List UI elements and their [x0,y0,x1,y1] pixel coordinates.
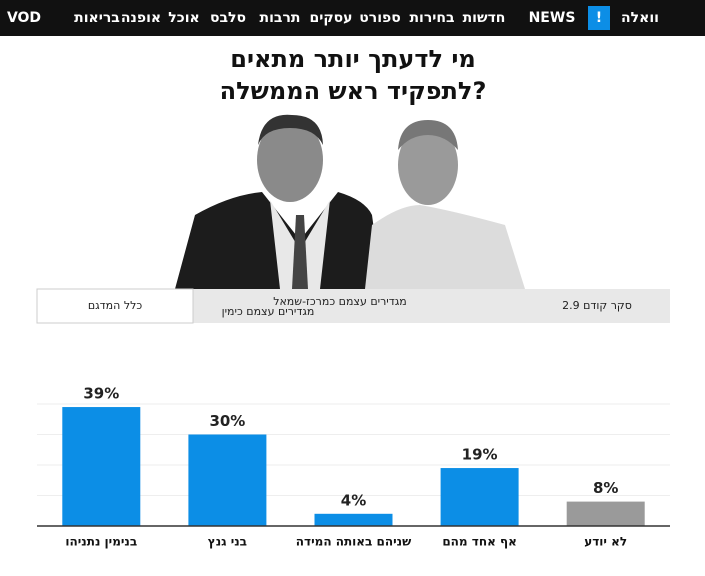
nav-item[interactable]: בחירות [409,10,454,26]
nav-items: חדשות בחירות ספורט עסקים תרבות סלבס אוכל אופנהב… [7,10,505,26]
value-label: 8% [593,479,618,497]
nav-item[interactable]: חדשות [463,10,506,26]
bar [566,501,645,526]
nav-item[interactable]: אוכל [168,10,199,26]
value-label: 19% [462,446,498,464]
value-label: 30% [209,412,245,430]
logo-box [588,6,610,30]
nav-item[interactable]: VOD [7,10,41,26]
x-tick-label: לא יודע [584,535,627,549]
nav-item[interactable]: ספורט [359,10,400,26]
nav-item[interactable]: תרבות [260,10,301,26]
nav-item[interactable]: אופנה [121,10,161,26]
tab-active[interactable] [36,288,194,324]
nav-item[interactable]: סלבס [210,10,246,26]
nav-bar [0,0,705,36]
logo-mark: ! [596,10,602,26]
nav-item[interactable]: בריאות [74,10,120,26]
tab[interactable]: כלל המדגם [88,299,142,312]
photo [175,114,525,289]
x-tick-label: בנימין נתניהו [65,535,137,549]
bar [314,513,393,526]
x-tick-label: אף אחד מהם [442,535,517,549]
value-label: 4% [341,491,366,509]
tab[interactable]: מגדירים עצמם כמרכז-שמאל [273,295,407,308]
plot: 39% בנימין נתניהו 30% בני גנץ 4% שניהם באותה … [37,385,670,549]
x-tick-label: בני גנץ [208,535,247,549]
tab[interactable]: סקר קודם 2.9 [562,299,632,312]
bar [62,407,141,526]
x-tick-label: שניהם באותה המידה [296,535,411,549]
value-label: 39% [83,385,119,403]
bar [440,468,519,526]
tab[interactable]: מגדירים עצמם כימין [222,305,315,318]
nav-item[interactable]: עסקים [309,10,352,26]
title-line: מי לדעתך יותר מתאים [230,45,476,73]
title-line: לתפקיד ראש הממשלה? [220,77,487,105]
logo[interactable]: וואלה [621,10,659,26]
logo-news: NEWS [529,10,576,26]
bar [188,434,267,526]
